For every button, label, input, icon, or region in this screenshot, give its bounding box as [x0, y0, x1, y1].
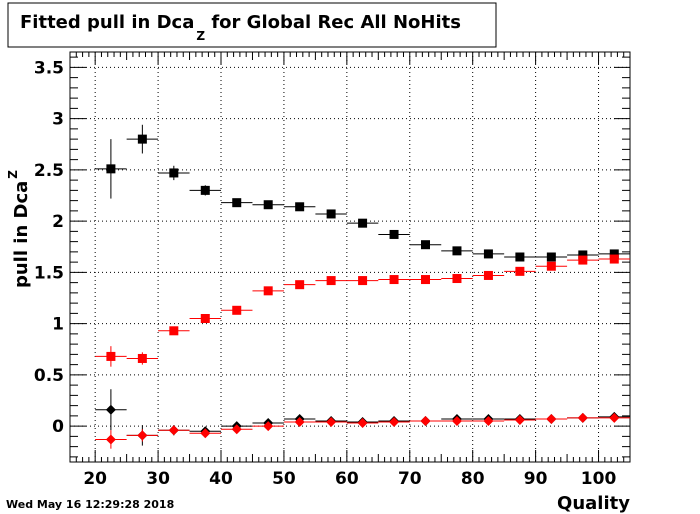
- y-tick-label: 1.5: [34, 263, 64, 283]
- data-point: [578, 250, 588, 260]
- data-point: [515, 266, 525, 276]
- y-tick-label: 2.5: [34, 161, 64, 181]
- data-point: [452, 274, 462, 284]
- data-point: [389, 229, 399, 239]
- data-point: [263, 286, 273, 296]
- data-point: [137, 134, 147, 144]
- data-point: [326, 209, 336, 219]
- data-point: [483, 416, 494, 426]
- y-tick-label: 1: [52, 315, 64, 335]
- data-point: [577, 412, 588, 423]
- data-point: [232, 198, 242, 208]
- chart-title-subscript: Z: [196, 29, 205, 43]
- y-axis-label-main: pull in Dca: [11, 181, 32, 288]
- timestamp: Wed May 16 12:29:28 2018: [6, 498, 174, 511]
- y-tick-label: 0.5: [34, 366, 64, 386]
- data-point: [389, 417, 400, 428]
- data-point: [295, 280, 305, 290]
- x-tick-label: 80: [461, 469, 485, 489]
- data-point: [169, 326, 179, 336]
- axes: 20 30 40 50 60 70 80 90 100 0 0.5 1 1.5 2 2.5 3 3.5: [34, 52, 631, 489]
- data-point: [609, 249, 619, 259]
- y-tick-label: 3.5: [34, 58, 64, 78]
- data-point: [515, 252, 525, 262]
- data-point: [358, 218, 368, 228]
- x-tick-label: 40: [209, 469, 233, 489]
- data-point: [294, 417, 305, 428]
- y-tick-label: 3: [52, 110, 64, 130]
- data-point: [420, 416, 431, 426]
- data-point: [546, 261, 556, 271]
- data-point: [231, 424, 242, 435]
- data-point: [200, 314, 210, 323]
- data-point: [105, 434, 116, 445]
- data-point: [106, 351, 116, 361]
- data-point: [137, 353, 147, 363]
- data-point: [106, 164, 116, 174]
- data-point: [263, 200, 273, 210]
- y-axis-label: pull in Dca Z: [6, 170, 32, 288]
- data-point: [263, 421, 274, 432]
- data-point: [609, 412, 620, 423]
- data-point: [295, 202, 305, 212]
- data-point: [168, 425, 179, 436]
- data-point: [200, 428, 211, 439]
- data-point: [232, 305, 242, 315]
- data-point: [546, 252, 556, 262]
- data-point: [609, 254, 619, 264]
- y-tick-label: 0: [52, 417, 64, 437]
- chart-title-rest: for Global Rec All NoHits: [205, 12, 461, 33]
- chart-title: Fitted pull in DcaZ for Global Rec All N…: [20, 12, 461, 43]
- x-tick-label: 50: [272, 469, 296, 489]
- x-axis-label: Quality: [557, 493, 630, 514]
- series-3: [95, 412, 630, 449]
- data-point: [483, 270, 493, 280]
- series-layer: [95, 124, 630, 449]
- data-point: [200, 185, 210, 195]
- y-axis-label-subscript: Z: [6, 170, 20, 179]
- data-point: [326, 276, 336, 286]
- data-point: [421, 240, 431, 250]
- data-point: [389, 275, 399, 285]
- data-point: [357, 418, 368, 429]
- x-tick-label: 100: [581, 469, 617, 489]
- data-point: [358, 276, 368, 286]
- data-point: [169, 168, 179, 178]
- y-tick-label: 2: [52, 212, 64, 232]
- x-tick-label: 60: [335, 469, 359, 489]
- title-box: [7, 2, 497, 48]
- x-tick-label: 90: [524, 469, 548, 489]
- data-point: [452, 246, 462, 256]
- x-tick-label: 20: [83, 469, 107, 489]
- data-point: [326, 417, 337, 428]
- series-1: [95, 254, 630, 367]
- chart-title-main: Fitted pull in Dca: [20, 12, 194, 33]
- data-point: [105, 404, 116, 415]
- data-point: [137, 430, 148, 441]
- x-tick-label: 30: [146, 469, 170, 489]
- data-point: [483, 249, 493, 259]
- data-point: [421, 275, 431, 285]
- series-0: [95, 124, 630, 262]
- data-point: [546, 413, 557, 424]
- x-tick-label: 70: [398, 469, 422, 489]
- data-point: [451, 416, 462, 426]
- data-point: [578, 255, 588, 265]
- data-point: [514, 414, 525, 425]
